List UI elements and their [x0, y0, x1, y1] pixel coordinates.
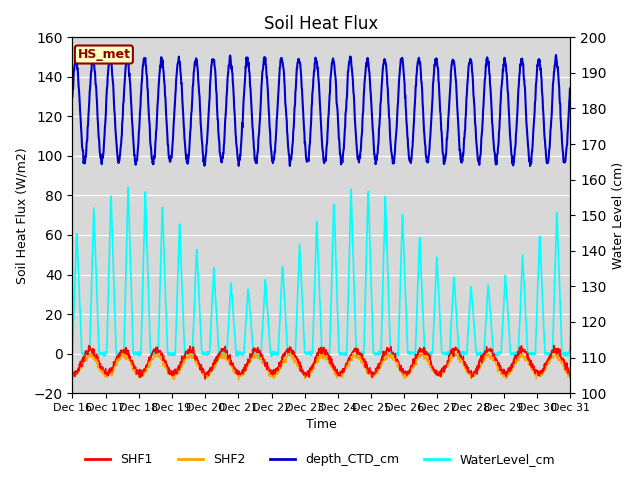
Y-axis label: Water Level (cm): Water Level (cm) — [612, 162, 625, 269]
Legend: SHF1, SHF2, depth_CTD_cm, WaterLevel_cm: SHF1, SHF2, depth_CTD_cm, WaterLevel_cm — [80, 448, 560, 471]
Text: HS_met: HS_met — [77, 48, 131, 61]
Title: Soil Heat Flux: Soil Heat Flux — [264, 15, 378, 33]
Y-axis label: Soil Heat Flux (W/m2): Soil Heat Flux (W/m2) — [15, 147, 28, 284]
X-axis label: Time: Time — [306, 419, 337, 432]
